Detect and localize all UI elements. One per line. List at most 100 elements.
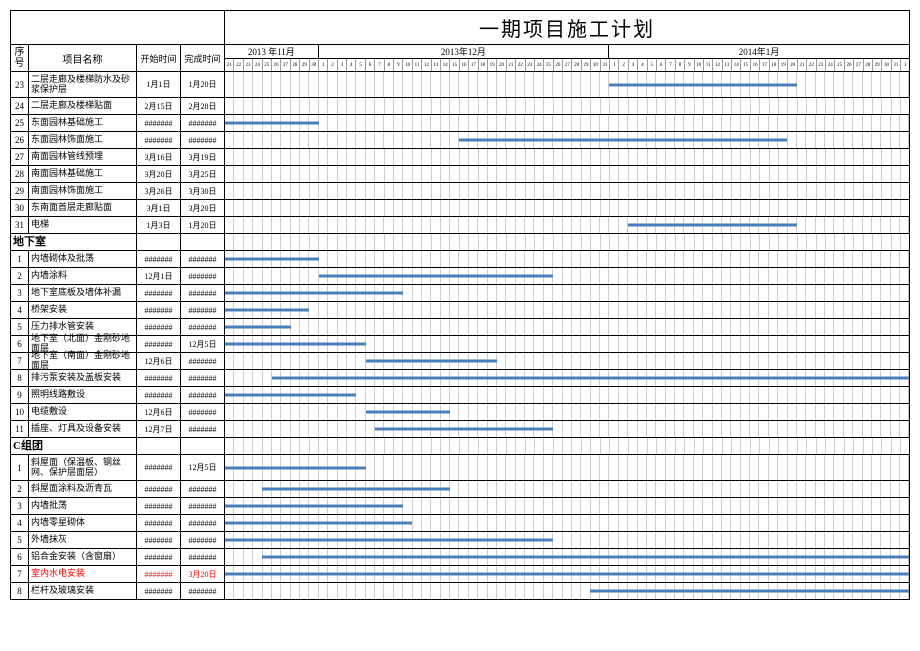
grid-cell bbox=[901, 183, 909, 199]
grid-cell bbox=[609, 285, 618, 301]
grid-cell bbox=[544, 149, 553, 165]
grid-cell bbox=[844, 455, 853, 480]
grid-cell bbox=[600, 251, 609, 267]
grid-cell bbox=[873, 234, 882, 250]
cell-start: ####### bbox=[137, 336, 181, 352]
grid-cell bbox=[553, 481, 562, 497]
grid-cell bbox=[497, 481, 506, 497]
grid-cell bbox=[525, 387, 534, 403]
grid-cell bbox=[853, 268, 862, 284]
grid-cell bbox=[403, 132, 412, 148]
day-label: 11 bbox=[413, 59, 422, 71]
grid-cell bbox=[431, 217, 440, 233]
grid-cell bbox=[544, 404, 553, 420]
grid-cell bbox=[413, 455, 422, 480]
grid-cell bbox=[817, 438, 826, 454]
grid-cell bbox=[731, 481, 740, 497]
grid-cell bbox=[675, 302, 684, 318]
grid-cell bbox=[844, 217, 853, 233]
grid-cell bbox=[225, 200, 234, 216]
grid-cell bbox=[534, 515, 543, 531]
grid-cell bbox=[516, 302, 525, 318]
grid-cell bbox=[291, 319, 300, 335]
grid-cell bbox=[534, 481, 543, 497]
grid-cell bbox=[638, 200, 647, 216]
grid-cell bbox=[750, 115, 759, 131]
grid-cell bbox=[770, 183, 779, 199]
grid-cell bbox=[806, 268, 815, 284]
grid-cell bbox=[816, 455, 825, 480]
grid-cell bbox=[459, 498, 468, 514]
grid-cell bbox=[459, 115, 468, 131]
task-row: 7室内水电安装#######3月20日 bbox=[11, 565, 909, 582]
grid-cell bbox=[394, 319, 403, 335]
day-label: 16 bbox=[460, 59, 469, 71]
cell-timeline bbox=[225, 549, 909, 565]
cell-start: ####### bbox=[137, 481, 181, 497]
cell-timeline bbox=[225, 438, 909, 454]
grid-cell bbox=[506, 515, 515, 531]
grid-cell bbox=[403, 200, 412, 216]
grid-cell bbox=[309, 132, 318, 148]
grid-cell bbox=[713, 302, 722, 318]
grid-cell bbox=[516, 515, 525, 531]
grid-cell bbox=[863, 251, 872, 267]
grid-cell bbox=[750, 515, 759, 531]
day-label: 20 bbox=[497, 59, 506, 71]
grid-cell bbox=[300, 438, 309, 454]
grid-cell bbox=[563, 115, 572, 131]
grid-cell bbox=[873, 183, 882, 199]
grid-cell bbox=[695, 200, 704, 216]
grid-cell bbox=[694, 404, 703, 420]
grid-cell bbox=[272, 217, 281, 233]
grid-cell bbox=[807, 438, 816, 454]
day-label: 22 bbox=[807, 59, 816, 71]
grid-cell bbox=[676, 183, 685, 199]
grid-cell bbox=[591, 183, 600, 199]
grid-cell bbox=[619, 149, 628, 165]
grid-cell bbox=[881, 72, 890, 97]
cell-end: ####### bbox=[181, 285, 225, 301]
grid-cell bbox=[854, 183, 863, 199]
grid-cell bbox=[750, 268, 759, 284]
grid-cell bbox=[384, 302, 393, 318]
grid-cell bbox=[591, 98, 600, 114]
grid-cell bbox=[900, 132, 909, 148]
grid-cell bbox=[384, 217, 393, 233]
grid-cell bbox=[881, 515, 890, 531]
grid-cell bbox=[807, 98, 816, 114]
gantt-bar bbox=[225, 466, 366, 469]
grid-cell bbox=[769, 268, 778, 284]
grid-cell bbox=[526, 183, 535, 199]
grid-cell bbox=[479, 98, 488, 114]
grid-cell bbox=[704, 166, 713, 182]
grid-cell bbox=[647, 498, 656, 514]
grid-cell bbox=[581, 268, 590, 284]
task-row: 11插座、灯具及设备安装12月7日####### bbox=[11, 420, 909, 437]
cell-timeline bbox=[225, 98, 909, 114]
grid-cell bbox=[741, 251, 750, 267]
grid-cell bbox=[356, 583, 365, 599]
grid-cell bbox=[544, 200, 553, 216]
grid-cell bbox=[826, 183, 835, 199]
grid-cell bbox=[675, 481, 684, 497]
grid-cell bbox=[628, 319, 637, 335]
grid-cell bbox=[244, 200, 253, 216]
grid-cell bbox=[825, 302, 834, 318]
cell-start: ####### bbox=[137, 370, 181, 386]
grid-cell bbox=[553, 498, 562, 514]
grid-cell bbox=[816, 515, 825, 531]
grid-cell bbox=[441, 234, 450, 250]
grid-cell bbox=[366, 183, 375, 199]
cell-timeline bbox=[225, 353, 909, 369]
day-label: 24 bbox=[253, 59, 262, 71]
grid-cell bbox=[479, 234, 488, 250]
grid-cell bbox=[816, 353, 825, 369]
grid-cell bbox=[750, 336, 759, 352]
grid-cell bbox=[863, 302, 872, 318]
grid-cell bbox=[225, 166, 234, 182]
grid-cell bbox=[375, 72, 384, 97]
grid-cell bbox=[675, 319, 684, 335]
grid-cell bbox=[582, 183, 591, 199]
cell-start bbox=[137, 234, 181, 250]
